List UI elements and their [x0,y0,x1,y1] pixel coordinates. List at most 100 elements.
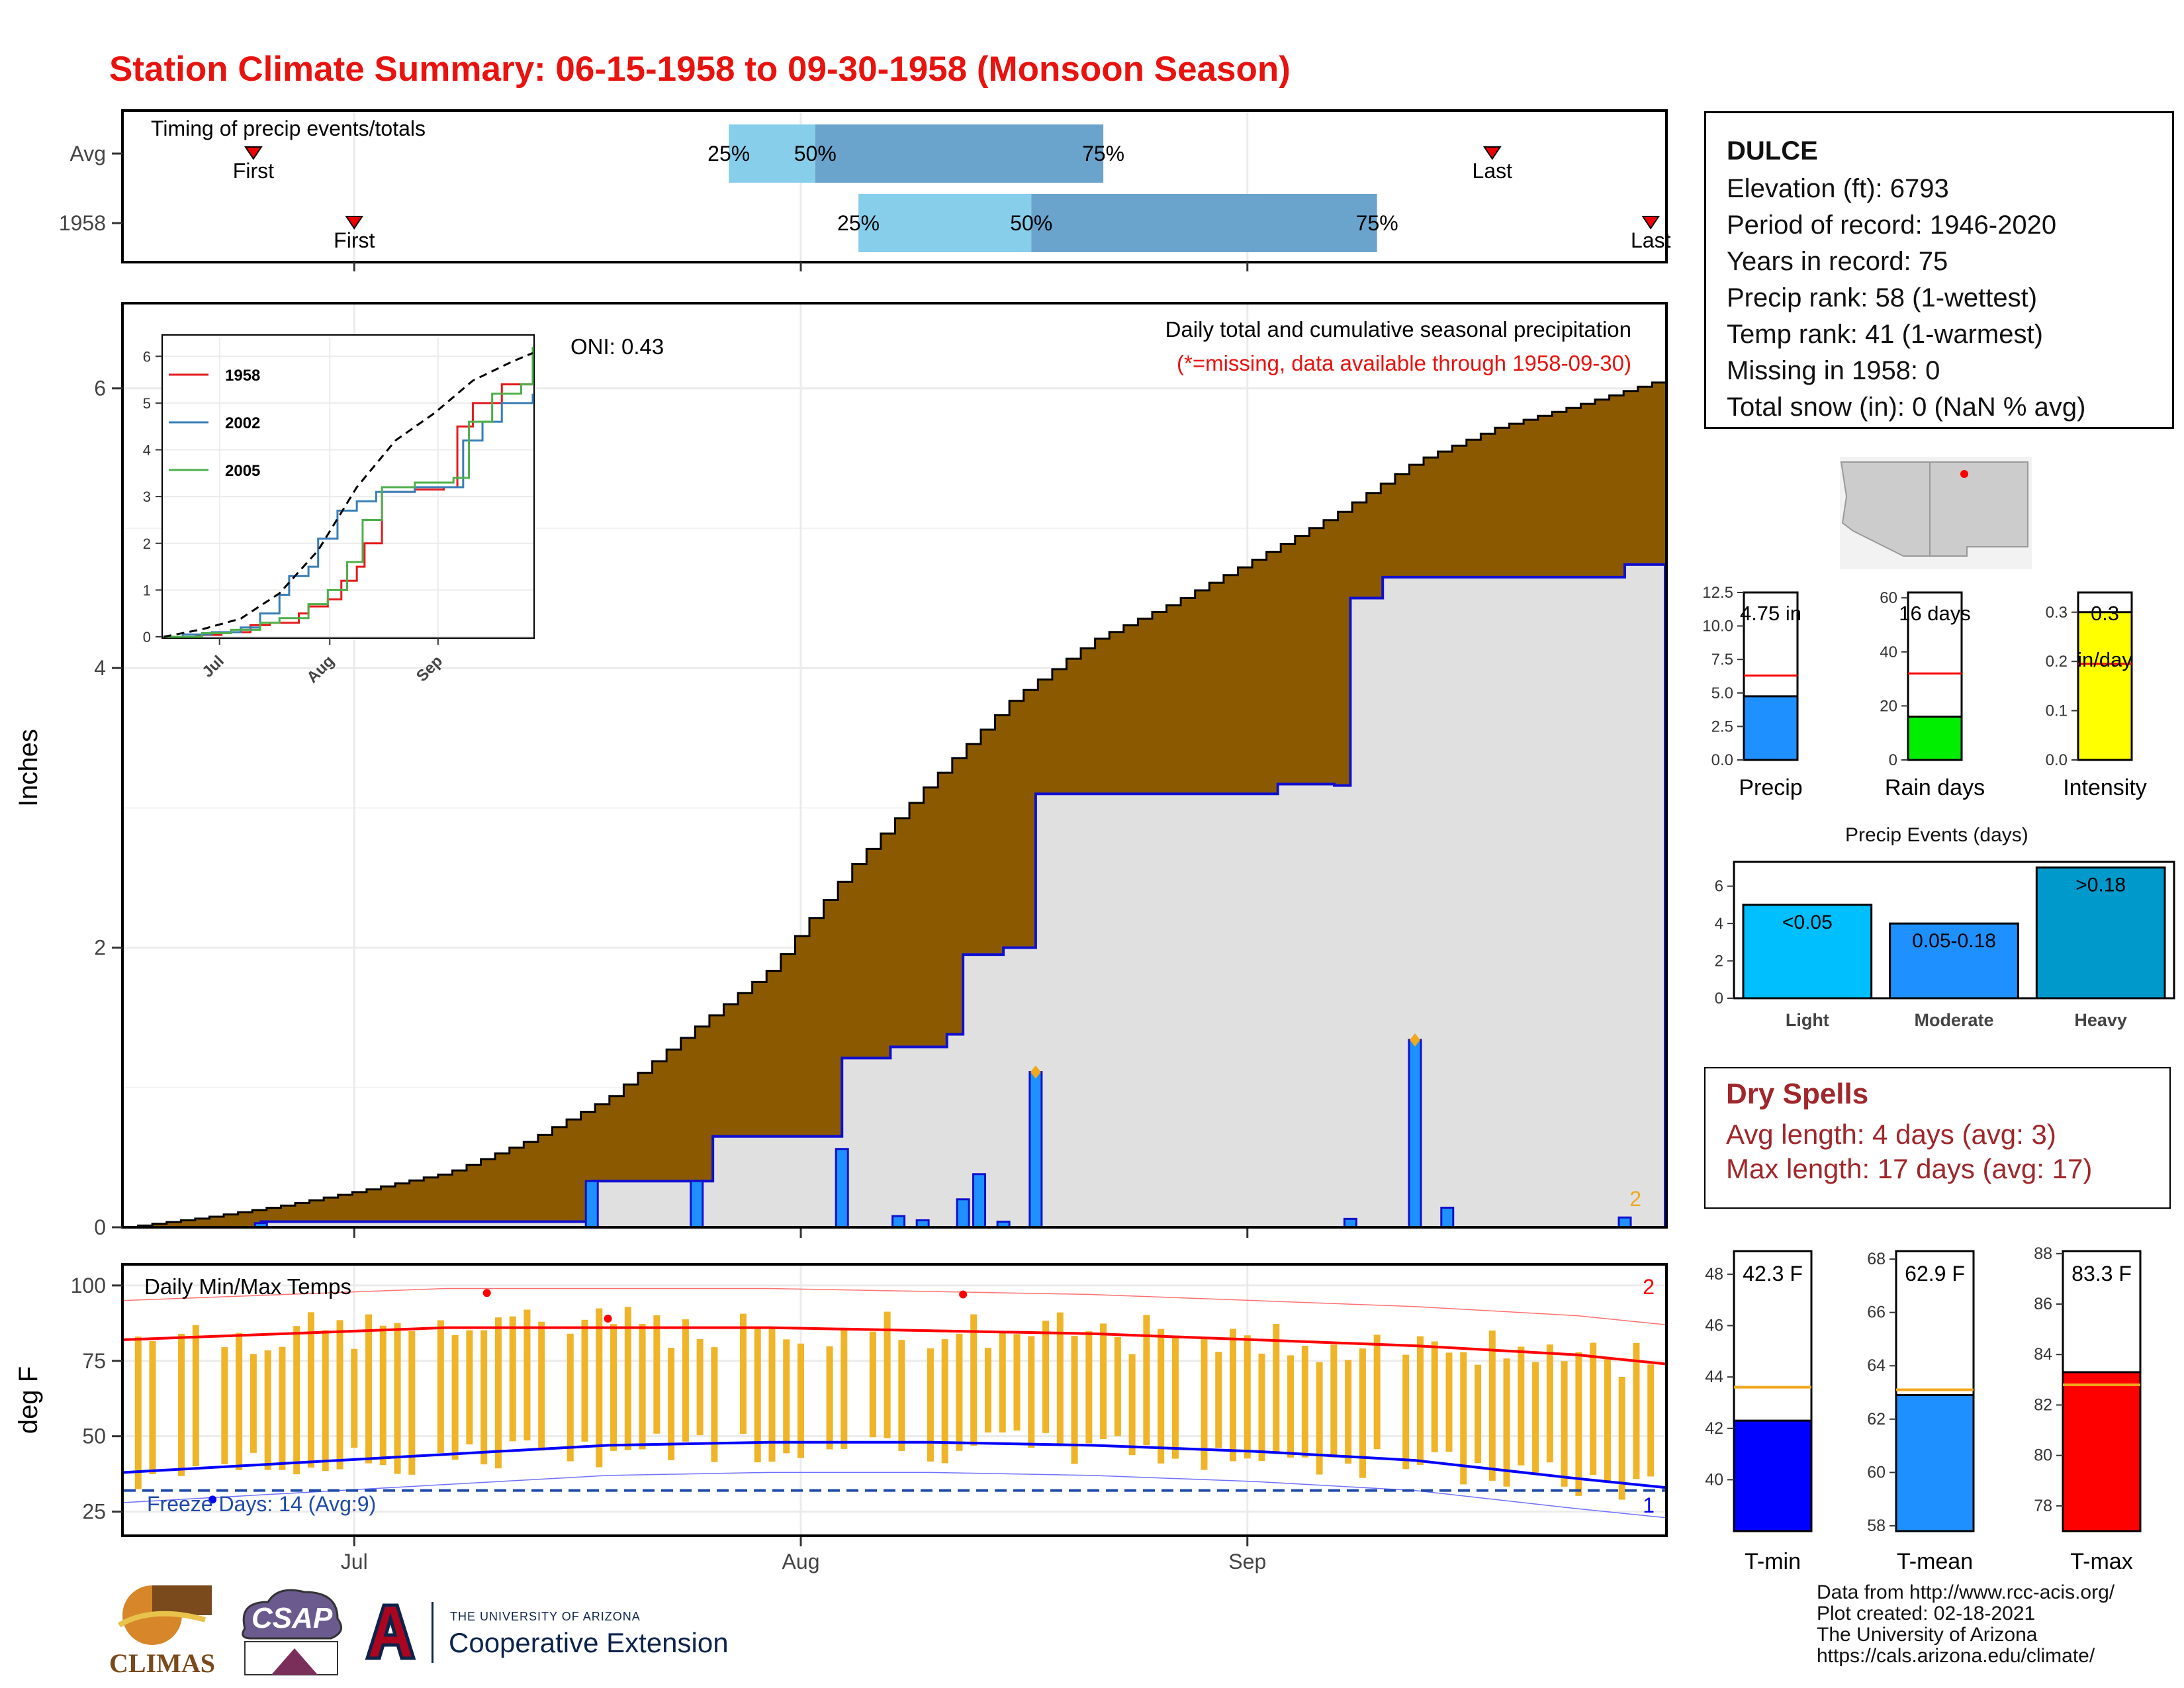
first-marker [244,146,263,160]
daily-precip-bar [584,1180,599,1229]
ua-a-shape [365,1603,416,1660]
temp-x-tick-label: Aug [782,1550,820,1573]
record-min-marker [208,1495,217,1504]
temp-daily-bar [1201,1337,1208,1470]
timing-bar-25-50 [729,124,815,183]
temp-y-ticks: 25 50 75 100 [71,1274,122,1524]
temp-daily-bar [1128,1354,1136,1456]
csap-mountain [271,1648,318,1675]
station-period: Period of record: 1946-2020 [1727,211,2057,240]
station-elevation: Elevation (ft): 6793 [1727,174,1949,203]
temp-daily-bar [1590,1342,1597,1476]
temp-daily-bar [1359,1348,1366,1478]
csap-cloud [242,1589,343,1640]
temp-daily-bar [437,1320,444,1453]
record-min-line [123,1472,1666,1519]
temp-daily-bar [567,1333,574,1462]
gauge-tick-label: 10.0 [1702,618,1733,635]
station-location-dot [1960,470,1968,478]
inset-y-tick-label: 5 [143,395,151,412]
oni-label: ONI: 0.43 [570,334,664,359]
daily-precip-bar [972,1173,987,1229]
temp-title: Daily Min/Max Temps [144,1274,351,1299]
temp-gauge-tick-label: 88 [2034,1244,2052,1263]
events-bar [1742,904,1873,1000]
temp-daily-bar [1633,1342,1640,1479]
temp-daily-bar [466,1330,473,1445]
temp-daily-bar [624,1307,631,1450]
daily-precip-bar [1028,1071,1043,1229]
temp-daily-bar [480,1330,488,1465]
temp-daily-bar [1575,1352,1582,1496]
first-marker [345,216,364,230]
temp-daily-bar [307,1312,314,1468]
station-name: DULCE [1727,136,1818,165]
temp-daily-bar [1647,1364,1655,1477]
events-y-tick-label: 2 [1715,953,1723,970]
record-max-marker [604,1315,612,1323]
temp-gauge-tick-label: 68 [1867,1250,1886,1268]
precip-events-title: Precip Events (days) [1845,824,2028,846]
gauge-tick-label: 0.2 [2046,653,2068,671]
dry-spells-max: Max length: 17 days (avg: 17) [1726,1153,2093,1184]
events-y-tick-label: 6 [1715,878,1723,896]
temp-daily-bar [1475,1364,1482,1463]
gauge-sub-label: in/day [2077,648,2132,671]
record-max-line [123,1288,1666,1325]
temp-daily-bar [1171,1335,1179,1459]
precip-ylabel: Inches [14,729,43,807]
daily-precip-bar [956,1198,970,1229]
gauge-tick-label: 20 [1880,697,1897,715]
temp-gauge-tick-label: 46 [1705,1317,1723,1335]
temp-gauge-bar [1895,1394,1975,1532]
precip-panel: Daily total and cumulative seasonal prec… [14,302,1668,1239]
temp-daily-bar [538,1321,545,1451]
temp-daily-bar [451,1335,459,1460]
climas-text: CLIMAS [109,1648,216,1678]
timing-panel: Timing of precip events/totals Avg 25% 50%… [59,109,1671,271]
precip-y-tick-label: 6 [94,377,106,400]
inset-y-tick-label: 0 [143,629,151,645]
gauge-value-label: 16 days [1899,602,1971,625]
temp-daily-bar [322,1330,329,1471]
temp-daily-bar [1100,1323,1107,1439]
events-category-label: Light [1786,1010,1829,1030]
footer-credits: Data from http://www.rcc-acis.org/ Plot … [1817,1582,2115,1667]
csap-emblem [242,1589,343,1675]
temp-daily-bar [1460,1352,1467,1485]
high-precip-marker [1409,1033,1420,1047]
temp-y-tick-label: 75 [82,1349,106,1373]
temp-gauge-name-label: T-min [1745,1549,1801,1574]
temp-daily-bar [1488,1330,1496,1481]
temp-daily-bars [134,1307,1655,1500]
temp-daily-bar [797,1343,805,1458]
temp-daily-bar [1258,1353,1265,1462]
temp-daily-bar [711,1347,718,1462]
gauge-bar [2077,611,2133,761]
temp-daily-bar [1373,1335,1381,1450]
avg-min-line [123,1440,1666,1489]
temp-y-tick-label: 25 [82,1500,106,1524]
temp-gauge-value-label: 62.9 F [1905,1262,1965,1286]
temp-daily-bar [1561,1361,1568,1487]
station-missing: Missing in 1958: 0 [1727,356,1940,385]
temp-gauge-name-label: T-max [2070,1549,2132,1574]
temp-daily-bar [336,1320,343,1470]
timing-title: Timing of precip events/totals [151,117,426,140]
precip-y-ticks: 0 2 4 6 [94,377,1249,1239]
gauge-bar [1743,695,1799,761]
inset-y-tick-label: 1 [143,582,151,598]
temp-frame-border [121,1263,1668,1537]
first-label: First [334,228,375,252]
footer-data-source: Data from http://www.rcc-acis.org/ [1817,1581,2115,1603]
temp-ylabel: deg F [14,1366,43,1434]
climas-swoosh [117,1611,206,1628]
gauge-bar [1907,716,1963,761]
main-charts: Timing of precip events/totals Avg 25% 50%… [14,109,1671,1573]
inset-legend-label: 2002 [225,414,260,432]
temp-daily-bar [668,1347,675,1460]
temp-daily-bar [1158,1329,1165,1464]
events-category-label: Heavy [2074,1010,2127,1030]
gauge-tick-label: 0 [1889,751,1897,769]
